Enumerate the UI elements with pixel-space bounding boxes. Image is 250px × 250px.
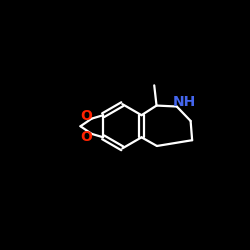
Text: O: O — [80, 109, 92, 123]
Text: O: O — [80, 130, 92, 143]
Text: NH: NH — [172, 95, 196, 109]
